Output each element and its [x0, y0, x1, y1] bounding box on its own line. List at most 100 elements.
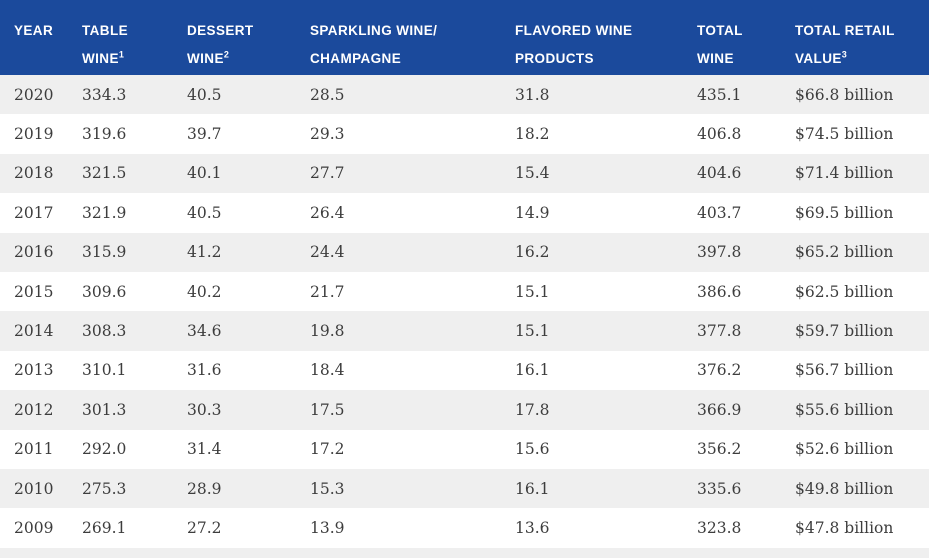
- year-cell: 2013: [0, 350, 82, 391]
- value-cell: 30.3: [187, 390, 310, 430]
- value-cell: 27.2: [187, 508, 310, 548]
- value-cell: $65.2 billion: [795, 232, 929, 272]
- value-cell: 335.6: [697, 468, 795, 509]
- value-cell: $55.6 billion: [795, 390, 929, 430]
- value-cell: $47.8 billion: [795, 508, 929, 548]
- value-cell: 27.7: [310, 153, 515, 194]
- value-cell: 31.8: [515, 75, 697, 115]
- value-cell: 13.9: [310, 508, 515, 548]
- value-cell: $59.7 billion: [795, 311, 929, 351]
- table-row: 2011 292.0 31.4 17.2 15.6 356.2 $52.6 billion: [0, 429, 929, 469]
- year-cell: 2011: [0, 429, 82, 469]
- value-cell: 16.1: [515, 350, 697, 391]
- table-row: 2018 321.5 40.1 27.7 15.4 404.6 $71.4 billion: [0, 153, 929, 194]
- value-cell: $52.6 billion: [795, 429, 929, 469]
- value-cell: 19.8: [310, 311, 515, 351]
- value-cell: 319.6: [82, 114, 187, 154]
- bottom-strip: [0, 547, 929, 558]
- col-header-dessert-wine: DESSERT WINE2: [187, 0, 310, 75]
- value-cell: $71.4 billion: [795, 153, 929, 194]
- value-cell: $69.5 billion: [795, 193, 929, 233]
- value-cell: 17.5: [310, 390, 515, 430]
- table-row: 2015 309.6 40.2 21.7 15.1 386.6 $62.5 billion: [0, 271, 929, 312]
- header-label-line2: WINE: [82, 51, 119, 66]
- header-label-line1: DESSERT: [187, 23, 254, 38]
- value-cell: 366.9: [697, 390, 795, 430]
- header-label-line2: CHAMPAGNE: [310, 51, 402, 66]
- value-cell: 13.6: [515, 508, 697, 548]
- value-cell: 26.4: [310, 193, 515, 233]
- value-cell: 14.9: [515, 193, 697, 233]
- value-cell: 292.0: [82, 429, 187, 469]
- value-cell: 40.2: [187, 271, 310, 312]
- year-cell: 2015: [0, 271, 82, 312]
- value-cell: 39.7: [187, 114, 310, 154]
- value-cell: 15.6: [515, 429, 697, 469]
- value-cell: 356.2: [697, 429, 795, 469]
- value-cell: 15.1: [515, 311, 697, 351]
- col-header-total-retail-value: TOTAL RETAIL VALUE3: [795, 0, 929, 75]
- value-cell: 34.6: [187, 311, 310, 351]
- value-cell: $74.5 billion: [795, 114, 929, 154]
- header-label-line2: WINE: [187, 51, 224, 66]
- header-label-line2: VALUE: [795, 51, 842, 66]
- value-cell: 435.1: [697, 75, 795, 115]
- table-row: 2016 315.9 41.2 24.4 16.2 397.8 $65.2 billion: [0, 232, 929, 272]
- header-label-line1: TOTAL RETAIL: [795, 23, 895, 38]
- value-cell: 275.3: [82, 468, 187, 509]
- footnote-marker: 1: [118, 49, 124, 60]
- value-cell: 15.1: [515, 271, 697, 312]
- value-cell: 41.2: [187, 232, 310, 272]
- value-cell: 308.3: [82, 311, 187, 351]
- value-cell: 16.2: [515, 232, 697, 272]
- header-label-line2: WINE: [697, 51, 734, 66]
- year-cell: 2010: [0, 468, 82, 509]
- value-cell: 301.3: [82, 390, 187, 430]
- header-row: YEAR TABLE WINE1 DESSERT WINE2 SPARKLING W…: [0, 0, 929, 75]
- footnote-marker: 2: [223, 49, 229, 60]
- value-cell: 31.6: [187, 350, 310, 391]
- year-cell: 2014: [0, 311, 82, 351]
- table-row: 2020 334.3 40.5 28.5 31.8 435.1 $66.8 billion: [0, 75, 929, 115]
- value-cell: 406.8: [697, 114, 795, 154]
- value-cell: 397.8: [697, 232, 795, 272]
- col-header-flavored-wine: FLAVORED WINE PRODUCTS: [515, 0, 697, 75]
- year-cell: 2019: [0, 114, 82, 154]
- value-cell: 403.7: [697, 193, 795, 233]
- table-row: 2014 308.3 34.6 19.8 15.1 377.8 $59.7 billion: [0, 311, 929, 351]
- value-cell: 18.2: [515, 114, 697, 154]
- table-row: 2009 269.1 27.2 13.9 13.6 323.8 $47.8 billion: [0, 508, 929, 548]
- value-cell: 16.1: [515, 468, 697, 509]
- table-body: 2020 334.3 40.5 28.5 31.8 435.1 $66.8 billion 2…: [0, 75, 929, 548]
- value-cell: 386.6: [697, 271, 795, 312]
- header-label-line1: SPARKLING WINE/: [310, 23, 438, 38]
- value-cell: 17.8: [515, 390, 697, 430]
- header-label-line1: FLAVORED WINE: [515, 23, 633, 38]
- value-cell: 24.4: [310, 232, 515, 272]
- year-cell: 2017: [0, 193, 82, 233]
- value-cell: 40.5: [187, 75, 310, 115]
- value-cell: $62.5 billion: [795, 271, 929, 312]
- value-cell: 21.7: [310, 271, 515, 312]
- col-header-table-wine: TABLE WINE1: [82, 0, 187, 75]
- value-cell: 321.5: [82, 153, 187, 194]
- col-header-sparkling-wine: SPARKLING WINE/CHAMPAGNE: [310, 0, 515, 75]
- year-cell: 2009: [0, 508, 82, 548]
- value-cell: 334.3: [82, 75, 187, 115]
- value-cell: 18.4: [310, 350, 515, 391]
- year-cell: 2016: [0, 232, 82, 272]
- col-header-year: YEAR: [0, 0, 82, 75]
- header-label-line1: TOTAL: [697, 23, 743, 38]
- value-cell: 40.1: [187, 153, 310, 194]
- value-cell: 29.3: [310, 114, 515, 154]
- value-cell: $56.7 billion: [795, 350, 929, 391]
- table-header: YEAR TABLE WINE1 DESSERT WINE2 SPARKLING W…: [0, 0, 929, 75]
- value-cell: 269.1: [82, 508, 187, 548]
- table-row: 2013 310.1 31.6 18.4 16.1 376.2 $56.7 billion: [0, 350, 929, 391]
- year-cell: 2020: [0, 75, 82, 115]
- col-header-total-wine: TOTAL WINE: [697, 0, 795, 75]
- value-cell: 31.4: [187, 429, 310, 469]
- value-cell: 309.6: [82, 271, 187, 312]
